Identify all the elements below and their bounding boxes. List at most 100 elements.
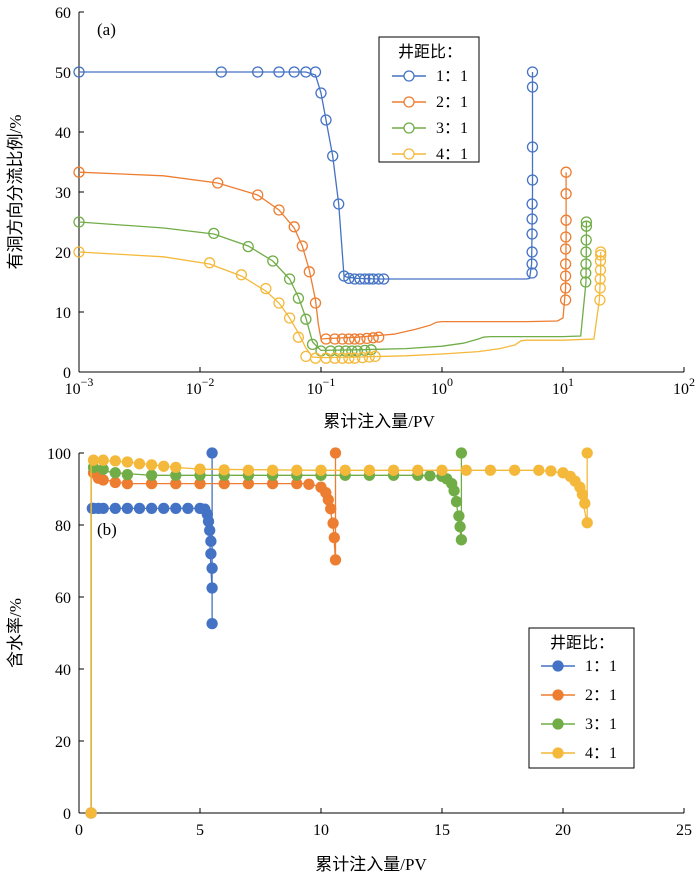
panel-a-data-point	[560, 214, 572, 226]
panel-a-x-tick-label: 10−3	[65, 375, 94, 398]
panel-b-legend-swatch-marker	[552, 660, 564, 672]
panel-b-x-tick-label: 15	[434, 822, 450, 839]
panel-a-data-point	[560, 166, 572, 178]
panel-a-data-point	[378, 273, 390, 285]
panel-b-data-point	[242, 464, 255, 476]
panel-a-legend-entry: 4：1	[392, 146, 468, 163]
panel-b-x-tick-label: 10	[313, 822, 329, 839]
panel-a-data-point	[329, 352, 341, 364]
panel-a-data-point	[336, 333, 348, 345]
panel-b-data-point	[206, 562, 218, 574]
panel-a-data-point	[327, 150, 339, 162]
panel-a-x-tick-exponent: −2	[202, 375, 215, 389]
panel-a-label: (a)	[97, 20, 116, 39]
panel-a-legend-swatch-marker	[403, 96, 415, 108]
panel-b-x-tick-label: 5	[196, 822, 204, 839]
panel-b-data-point	[133, 502, 146, 515]
panel-b-data-point	[448, 485, 460, 497]
panel-a-legend-entry: 3：1	[392, 120, 468, 137]
panel-a-data-point	[288, 66, 300, 78]
panel-b-data-point	[121, 502, 134, 515]
panel-b-data-point	[581, 517, 593, 529]
panel-a-x-tick-base: 10	[431, 381, 447, 398]
panel-b-data-point	[363, 464, 376, 476]
panel-a-x-axis-title: 累计注入量/PV	[323, 412, 435, 431]
panel-b-data-point	[133, 458, 146, 470]
panel-a-data-point	[283, 312, 296, 324]
panel-a-x-tick-exponent: 1	[568, 375, 574, 389]
panel-a-data-point	[359, 273, 371, 285]
panel-a-data-point	[367, 332, 379, 344]
panel-b-x-tick-label: 25	[676, 822, 692, 839]
panel-a-data-point	[526, 141, 539, 153]
panel-b-data-point	[329, 554, 342, 566]
panel-b-data-point	[291, 464, 303, 476]
panel-a-x-tick-label: 10−2	[186, 375, 215, 398]
panel-a-data-point	[559, 294, 572, 306]
panel-b-legend-label: 2：1	[585, 687, 617, 704]
panel-a-data-point	[340, 345, 352, 357]
panel-b-data-point	[109, 502, 121, 515]
panel-a-data-point	[373, 273, 385, 285]
panel-a-data-point	[73, 216, 85, 228]
panel-a-legend-label: 4：1	[436, 146, 468, 163]
panel-b-data-point	[484, 464, 497, 476]
panel-b-data-point	[145, 469, 158, 481]
panel-b-data-point	[109, 467, 121, 479]
panel-a-legend-swatch-marker	[403, 148, 415, 160]
panel-a-data-point	[343, 352, 355, 364]
panel-a-data-point	[336, 352, 348, 364]
panel-a-legend-swatch-marker	[403, 70, 415, 82]
panel-a-legend-title: 井距比：	[398, 43, 462, 61]
panel-b-y-tick-label: 60	[55, 590, 71, 607]
panel-a-data-point	[73, 66, 85, 78]
panel-b-data-point	[455, 447, 468, 459]
panel-a-data-point	[283, 273, 296, 285]
panel-a-y-tick-label: 0	[63, 365, 71, 382]
panel-a-y-tick-label: 50	[55, 65, 71, 82]
panel-a-data-point	[320, 333, 332, 345]
panel-a-legend-entry: 1：1	[392, 68, 468, 85]
panel-a-data-point	[526, 66, 539, 78]
panel-b-data-point	[97, 502, 109, 515]
panel-a-data-point	[369, 350, 381, 363]
panel-a-data-point	[526, 198, 538, 210]
panel-a-x-tick-exponent: −3	[81, 375, 94, 389]
panel-a-data-point	[595, 249, 607, 261]
panel-b-data-point	[327, 517, 339, 529]
panel-a-data-point	[559, 258, 572, 270]
panel-a-data-point	[242, 240, 254, 253]
panel-b-data-point	[460, 464, 472, 476]
panel-a-data-point	[203, 257, 216, 269]
panel-b-data-point	[87, 454, 100, 466]
panel-a-data-point	[252, 66, 264, 78]
panel-b-axes: 0 5 10 15 20 25 0 20 40 60 80 100	[47, 446, 692, 839]
panel-a-legend: 井距比： 1：1 2：1 3：1 4：1	[378, 36, 480, 163]
panel-a-x-tick-base: 10	[307, 381, 323, 398]
panel-b-data-point	[85, 807, 97, 819]
panel-b-legend-title: 井距比：	[550, 634, 614, 652]
panel-b-series-1	[85, 447, 218, 819]
panel-b-data-point	[158, 460, 170, 472]
panel-b-data-point	[436, 464, 448, 476]
panel-b-legend-entry: 2：1	[541, 687, 617, 704]
panel-b-data-point	[328, 531, 340, 544]
panel-b-data-point	[533, 464, 545, 476]
panel-b-legend-label: 4：1	[585, 745, 617, 762]
panel-a-data-point	[320, 114, 332, 126]
panel-b-data-point	[508, 464, 521, 476]
panel-b-data-point	[206, 447, 218, 459]
panel-a-data-point	[363, 351, 375, 363]
panel-a-data-point	[594, 255, 607, 267]
panel-a-x-tick-base: 10	[65, 381, 81, 398]
panel-a-data-point	[346, 345, 358, 357]
panel-b-legend-swatch-marker	[552, 718, 564, 730]
panel-a: (a) 累计注入量/PV 有洞方向分流比例/% 10−3 10−2 10−1 100 1…	[6, 5, 695, 431]
panel-a-data-point	[309, 352, 322, 364]
panel-a-legend-entry: 2：1	[392, 94, 468, 111]
panel-a-series-1	[73, 66, 539, 285]
panel-a-data-point	[73, 166, 85, 178]
panel-a-data-point	[309, 297, 322, 309]
panel-b-x-tick-label: 20	[555, 822, 571, 839]
